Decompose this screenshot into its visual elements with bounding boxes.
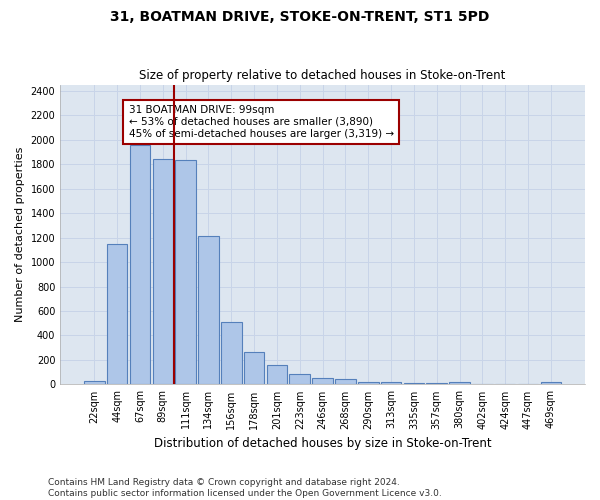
Bar bbox=[289, 374, 310, 384]
Text: 31 BOATMAN DRIVE: 99sqm
← 53% of detached houses are smaller (3,890)
45% of semi: 31 BOATMAN DRIVE: 99sqm ← 53% of detache… bbox=[128, 106, 394, 138]
Bar bbox=[541, 382, 561, 384]
Bar bbox=[358, 382, 379, 384]
Bar bbox=[335, 379, 356, 384]
Y-axis label: Number of detached properties: Number of detached properties bbox=[15, 147, 25, 322]
Bar bbox=[130, 145, 150, 384]
Bar bbox=[381, 382, 401, 384]
Bar bbox=[84, 381, 104, 384]
Bar bbox=[449, 382, 470, 384]
Text: Contains HM Land Registry data © Crown copyright and database right 2024.
Contai: Contains HM Land Registry data © Crown c… bbox=[48, 478, 442, 498]
X-axis label: Distribution of detached houses by size in Stoke-on-Trent: Distribution of detached houses by size … bbox=[154, 437, 491, 450]
Bar bbox=[266, 365, 287, 384]
Bar bbox=[152, 159, 173, 384]
Bar bbox=[313, 378, 333, 384]
Bar bbox=[244, 352, 265, 384]
Bar bbox=[221, 322, 242, 384]
Text: 31, BOATMAN DRIVE, STOKE-ON-TRENT, ST1 5PD: 31, BOATMAN DRIVE, STOKE-ON-TRENT, ST1 5… bbox=[110, 10, 490, 24]
Title: Size of property relative to detached houses in Stoke-on-Trent: Size of property relative to detached ho… bbox=[139, 69, 506, 82]
Bar bbox=[107, 244, 127, 384]
Bar bbox=[198, 236, 219, 384]
Bar bbox=[175, 160, 196, 384]
